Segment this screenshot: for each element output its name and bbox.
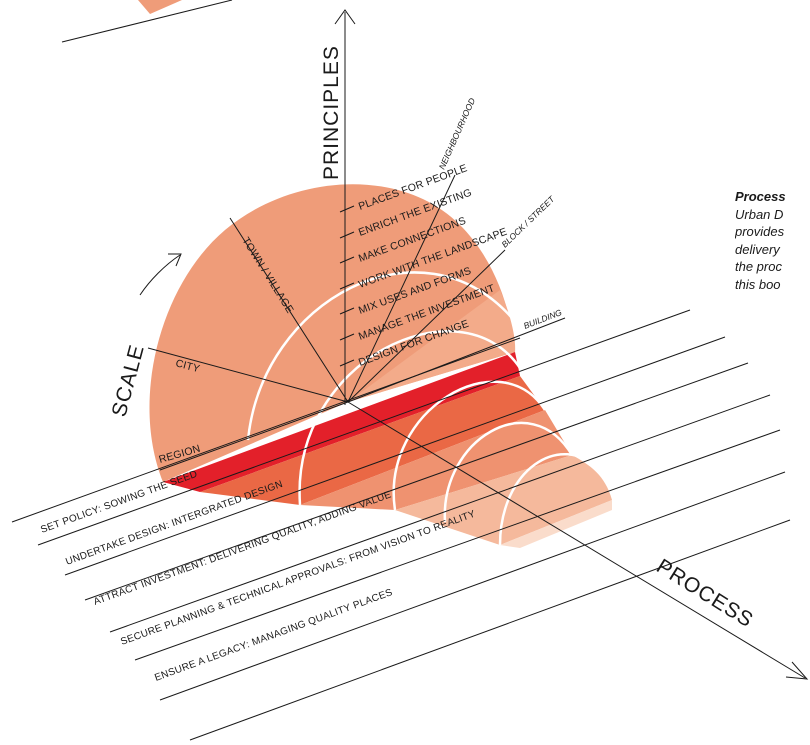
scale-arrow xyxy=(139,254,181,296)
band-undertake-design xyxy=(200,376,545,505)
principles-arrowhead xyxy=(334,9,356,25)
band-set-policy xyxy=(163,352,520,492)
white-arc-1 xyxy=(246,271,513,441)
process-axis xyxy=(347,401,806,679)
band-attract-investment xyxy=(300,410,572,510)
spoke-city xyxy=(147,347,349,403)
side-note-line: provides xyxy=(735,224,785,239)
side-note-title: Process xyxy=(735,189,786,204)
side-note-line: delivery xyxy=(735,241,780,257)
scale-label-block-street: BLOCK / STREET xyxy=(499,193,556,249)
process-step-label: ENSURE A LEGACY: MANAGING QUALITY PLACES xyxy=(153,587,394,684)
scale-dome xyxy=(149,184,515,482)
principle-ticks xyxy=(339,205,355,367)
process-line-3 xyxy=(64,336,726,576)
tick xyxy=(339,333,355,341)
scale-spokes xyxy=(147,174,566,471)
white-arc-5 xyxy=(498,452,601,546)
spoke-block-street xyxy=(347,249,506,403)
tick xyxy=(339,307,355,315)
band-ensure-legacy xyxy=(500,500,612,548)
process-axis-label: PROCESS xyxy=(652,555,757,633)
scale-label-neighbourhood: NEIGHBOURHOOD xyxy=(437,96,477,170)
white-arcs xyxy=(246,271,601,546)
process-line-2 xyxy=(37,309,691,546)
spoke-neighbourhood xyxy=(347,174,456,403)
process-line-7 xyxy=(159,471,786,701)
tick xyxy=(339,231,355,239)
scale-axis-label: SCALE xyxy=(108,342,149,419)
white-arc-3 xyxy=(392,380,547,511)
process-line-1 xyxy=(11,337,521,523)
tick xyxy=(339,205,355,213)
scale-label-building: BUILDING xyxy=(522,307,563,331)
white-arc-2 xyxy=(298,330,522,506)
side-note-line: the proc xyxy=(735,259,782,274)
process-line-8 xyxy=(189,519,791,741)
spoke-town-village xyxy=(229,217,349,403)
top-left-line xyxy=(61,0,233,43)
process-line-5 xyxy=(109,394,771,633)
process-lines xyxy=(11,309,791,741)
side-note: Process Urban D provides delivery the pr… xyxy=(735,188,810,293)
side-note-line: Urban D xyxy=(735,206,784,222)
process-arrowhead xyxy=(785,661,809,680)
side-note-line: this boo xyxy=(735,276,781,292)
white-arc-4 xyxy=(443,421,574,523)
tick xyxy=(339,256,355,264)
top-left-fragment xyxy=(138,0,182,14)
principles-axis-label: PRINCIPLES xyxy=(320,45,343,180)
scale-arrowhead xyxy=(168,253,182,267)
tick xyxy=(339,282,355,290)
process-line-6 xyxy=(134,429,781,661)
spoke-region xyxy=(159,401,349,471)
spoke-building xyxy=(347,317,566,403)
tick xyxy=(339,359,355,367)
process-line-4 xyxy=(84,362,749,601)
band-secure-planning xyxy=(395,455,612,545)
principles-fan xyxy=(348,290,516,402)
